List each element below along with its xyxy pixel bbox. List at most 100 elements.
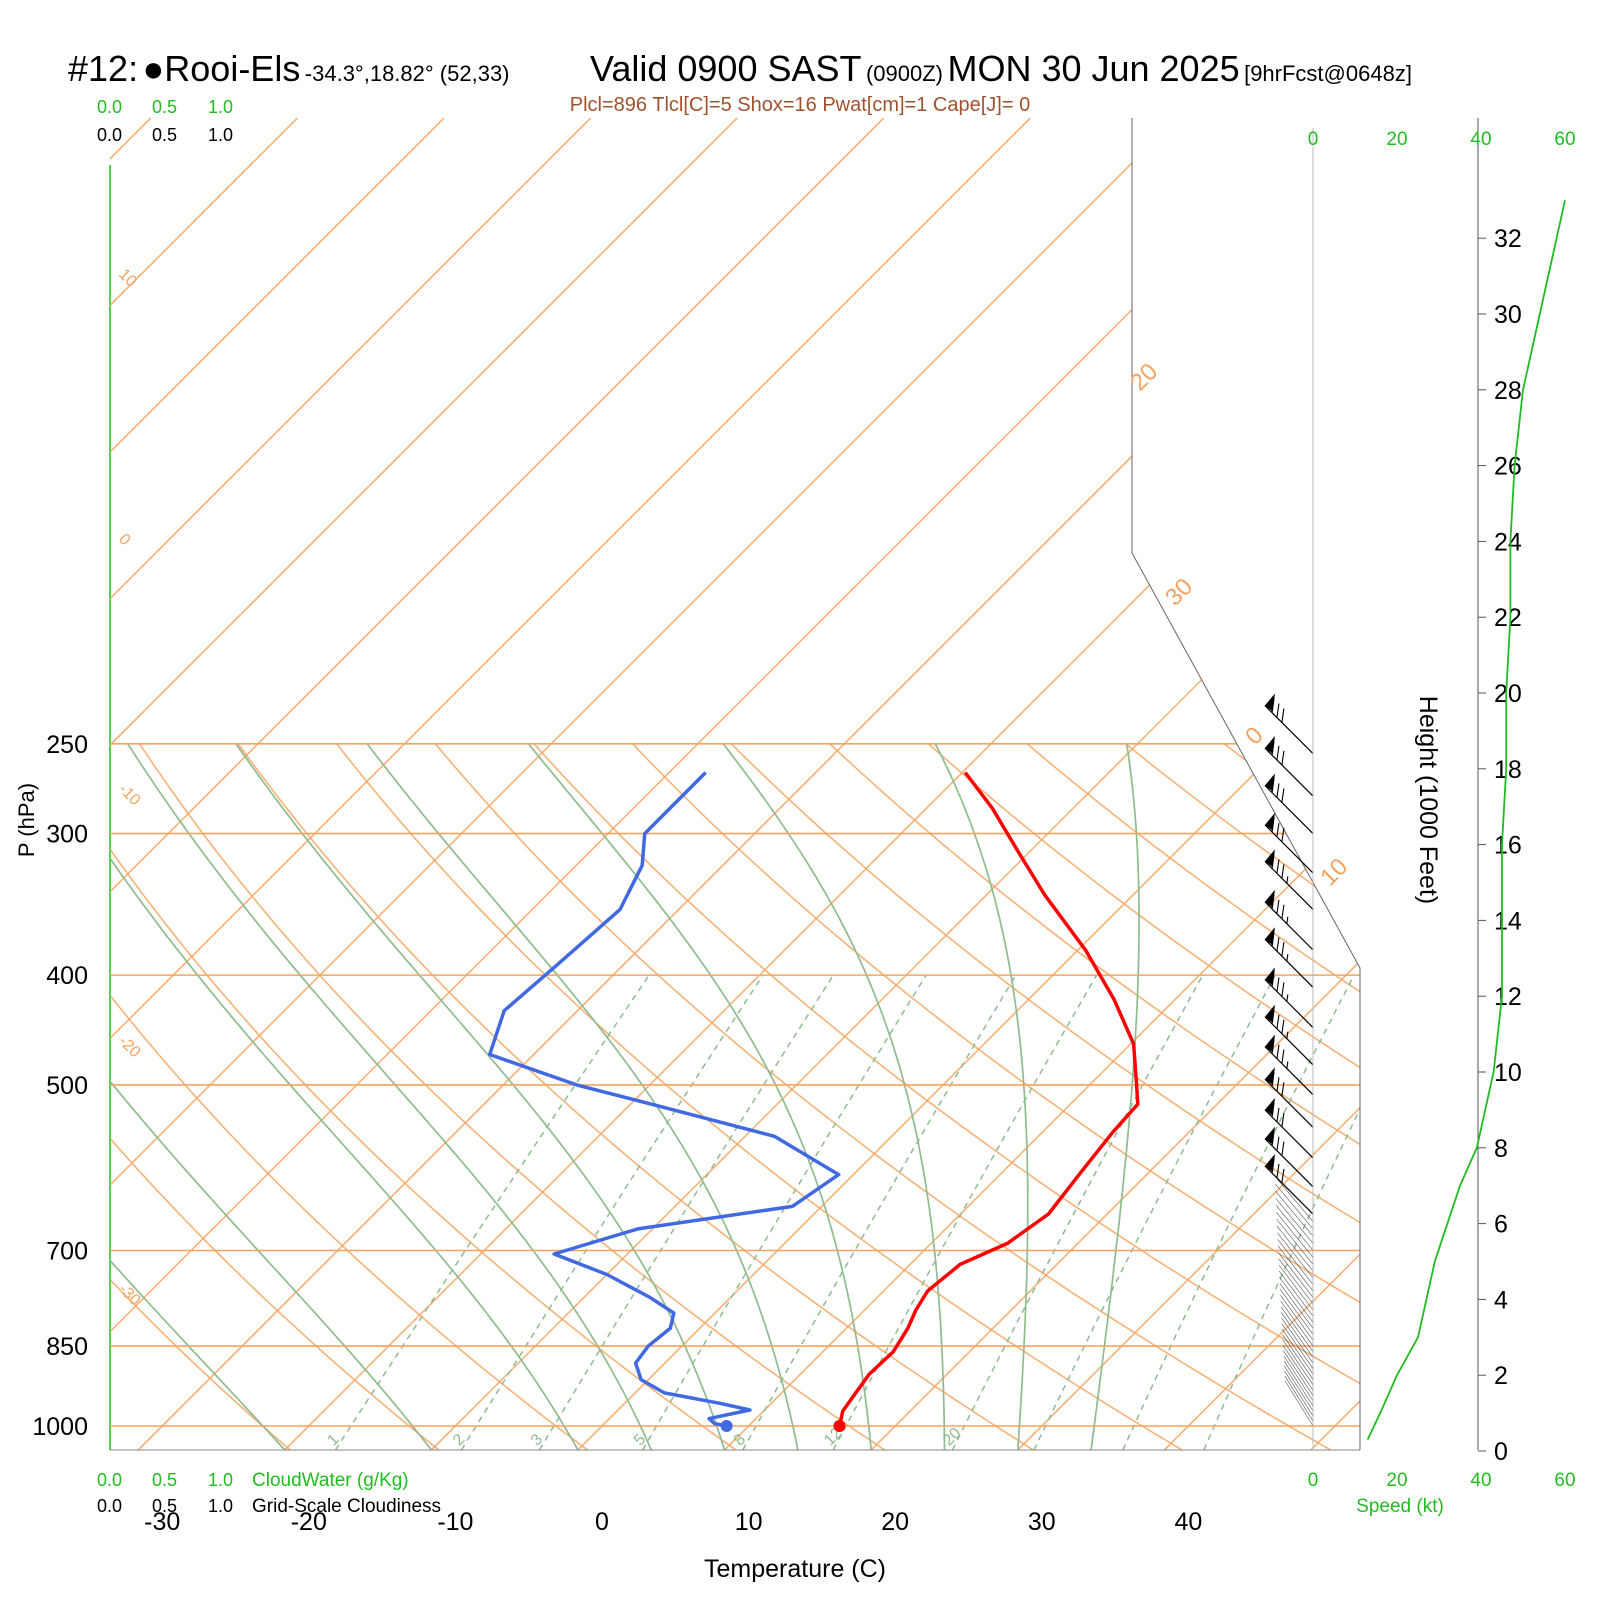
wind-barb-feather <box>1276 1014 1280 1029</box>
wind-barb-half-feather <box>1286 954 1289 962</box>
speed-tick-3-top: 60 <box>1554 129 1575 150</box>
wind-barb-feather <box>1276 1044 1280 1059</box>
dry-adiabat-line <box>110 743 440 1450</box>
dry-adiabat-line <box>110 743 737 1450</box>
dewpoint-profile <box>487 771 841 1428</box>
wind-barb-staff <box>1276 1225 1314 1272</box>
moist-adiabat-line <box>235 743 726 1450</box>
isotherm-line <box>284 118 1360 1450</box>
wind-barb-staff <box>1264 901 1314 951</box>
wind-barb-feather <box>1281 1141 1285 1156</box>
x-tick-label: 30 <box>1028 1508 1056 1536</box>
height-tick-label: 16 <box>1494 832 1522 860</box>
height-tick-label: 18 <box>1494 756 1522 784</box>
wind-barb <box>1264 1126 1314 1188</box>
wind-barb-staff <box>1274 1176 1314 1222</box>
wind-barb-staff <box>1264 1078 1314 1128</box>
cloudiness-tick-2: 1.0 <box>208 125 233 145</box>
wind-barb-staff <box>1279 1283 1314 1329</box>
wind-barb-staff <box>1281 1312 1314 1358</box>
mixing-ratio-lines <box>334 974 1360 1450</box>
cloudwater-tick-2: 1.0 <box>208 97 233 117</box>
wind-barb-feather <box>1276 1136 1280 1151</box>
pressure-tick-label: 850 <box>46 1333 88 1361</box>
pressure-tick-label: 700 <box>46 1237 88 1265</box>
wind-barb-feather <box>1281 864 1285 879</box>
mixing-ratio-line <box>951 974 1204 1450</box>
wind-barb-half-feather <box>1286 1061 1289 1069</box>
wind-barb-staff <box>1264 785 1314 834</box>
moist-adiabat-line <box>527 743 873 1450</box>
wind-barb-staff <box>1276 1219 1314 1265</box>
wind-barb <box>1264 693 1314 755</box>
wind-barb-feather <box>1271 778 1275 793</box>
cloudwater-label: CloudWater (g/Kg) <box>252 1470 409 1491</box>
height-tick-label: 14 <box>1494 907 1522 935</box>
wind-barb-feather <box>1281 1049 1285 1064</box>
wind-barb-feather <box>1276 977 1280 992</box>
mixing-ratio-label: 3 <box>528 1431 546 1449</box>
surface-dewpoint-point <box>720 1419 733 1432</box>
wind-barb-staff <box>1281 1317 1314 1364</box>
isotherm-label: 0 <box>115 531 133 549</box>
isotherm-label: -30 <box>115 1281 143 1309</box>
wind-barb-staff <box>1264 979 1314 1029</box>
wind-barb-feather <box>1281 1168 1285 1183</box>
isobars <box>110 743 1360 1427</box>
height-tick-label: 30 <box>1494 301 1522 329</box>
cloudiness-label: Grid-Scale Cloudiness <box>252 1496 441 1517</box>
wind-barb-feather <box>1281 904 1285 919</box>
wind-barb-staff <box>1284 1370 1314 1417</box>
moist-adiabat-line <box>110 743 579 1450</box>
wind-barb <box>1264 812 1314 874</box>
wind-barb-staff <box>1284 1380 1314 1427</box>
wind-barb-staff <box>1275 1198 1314 1244</box>
wind-speed-line <box>1366 200 1566 1440</box>
plot-right-boundary <box>1131 118 1361 1450</box>
cloudiness-tick-0-bottom: 0.0 <box>97 1496 122 1516</box>
moist-adiabat-line <box>722 743 946 1450</box>
wind-barb-staff <box>1264 1138 1314 1188</box>
x-tick-label: -20 <box>291 1508 327 1536</box>
wind-barb-feather <box>1271 1039 1275 1054</box>
wind-barb-feather <box>1271 972 1275 987</box>
height-tick-label: 6 <box>1494 1211 1508 1239</box>
wind-barb-feather <box>1276 1107 1280 1122</box>
isotherm-line <box>110 118 445 1450</box>
isotherm-line <box>577 118 1360 1450</box>
wind-barb-feather <box>1271 817 1275 833</box>
dry-adiabat-line <box>1125 743 1360 1450</box>
dry-adiabat-line <box>1520 744 1600 1450</box>
dry-adiabat-line <box>237 743 1034 1450</box>
wind-barb-feather <box>1276 703 1280 718</box>
cloudiness-tick-0: 0.0 <box>97 125 122 145</box>
wind-barb-staff <box>1283 1360 1314 1407</box>
pressure-tick-label: 1000 <box>32 1413 88 1441</box>
wind-barb <box>1264 889 1314 951</box>
x-tick-label: 10 <box>735 1508 763 1536</box>
moist-adiabat-line <box>110 743 286 1450</box>
isotherm-line <box>724 118 1360 1450</box>
pressure-tick-label: 300 <box>46 821 88 849</box>
x-axis-label: Temperature (C) <box>704 1555 886 1583</box>
height-tick-label: 0 <box>1494 1438 1508 1466</box>
wind-barb-half-feather <box>1286 916 1289 924</box>
wind-barb-staff <box>1277 1245 1314 1292</box>
dry-adiabat-line <box>1223 743 1360 1450</box>
forecast-info: [9hrFcst@0648z] <box>1244 61 1412 86</box>
wind-barb-half-feather <box>1286 876 1289 884</box>
wind-barb-staff <box>1280 1295 1314 1341</box>
wind-barb-feather <box>1271 1072 1275 1087</box>
speed-tick-0-top: 0 <box>1308 129 1319 150</box>
wind-barb-feather <box>1276 899 1280 914</box>
dry-adiabat-line <box>533 743 1360 1450</box>
isotherm-line <box>870 118 1360 1450</box>
moist-adiabat-line <box>110 743 433 1450</box>
dry-adiabat-line <box>829 743 1360 1450</box>
wind-barb-feather <box>1281 982 1285 997</box>
dry-adiabat-line <box>1026 743 1360 1450</box>
mixing-ratio-line <box>832 974 1098 1450</box>
wind-barb-staff <box>1264 705 1314 755</box>
wind-barb-staff <box>1277 1232 1314 1279</box>
dry-adiabat-line <box>138 743 886 1450</box>
